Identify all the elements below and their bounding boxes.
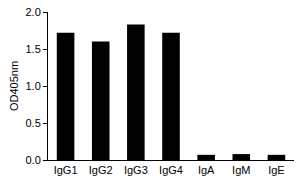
svg-text:0.0: 0.0 — [26, 154, 41, 166]
svg-text:IgA: IgA — [198, 164, 215, 176]
svg-text:OD405nm: OD405nm — [8, 61, 20, 111]
svg-text:IgG2: IgG2 — [89, 164, 113, 176]
svg-text:1.5: 1.5 — [26, 43, 41, 55]
svg-text:IgG4: IgG4 — [159, 164, 183, 176]
svg-text:2.0: 2.0 — [26, 6, 41, 18]
svg-text:IgM: IgM — [232, 164, 250, 176]
svg-text:1.0: 1.0 — [26, 80, 41, 92]
svg-text:IgE: IgE — [268, 164, 285, 176]
svg-text:0.5: 0.5 — [26, 117, 41, 129]
svg-text:IgG3: IgG3 — [124, 164, 148, 176]
svg-text:IgG1: IgG1 — [54, 164, 78, 176]
